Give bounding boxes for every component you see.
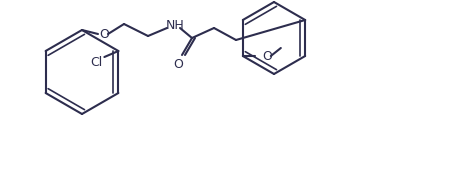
Text: O: O xyxy=(261,50,271,62)
Text: Cl: Cl xyxy=(90,55,102,69)
Text: O: O xyxy=(99,28,109,40)
Text: O: O xyxy=(173,57,182,71)
Text: NH: NH xyxy=(165,19,184,32)
